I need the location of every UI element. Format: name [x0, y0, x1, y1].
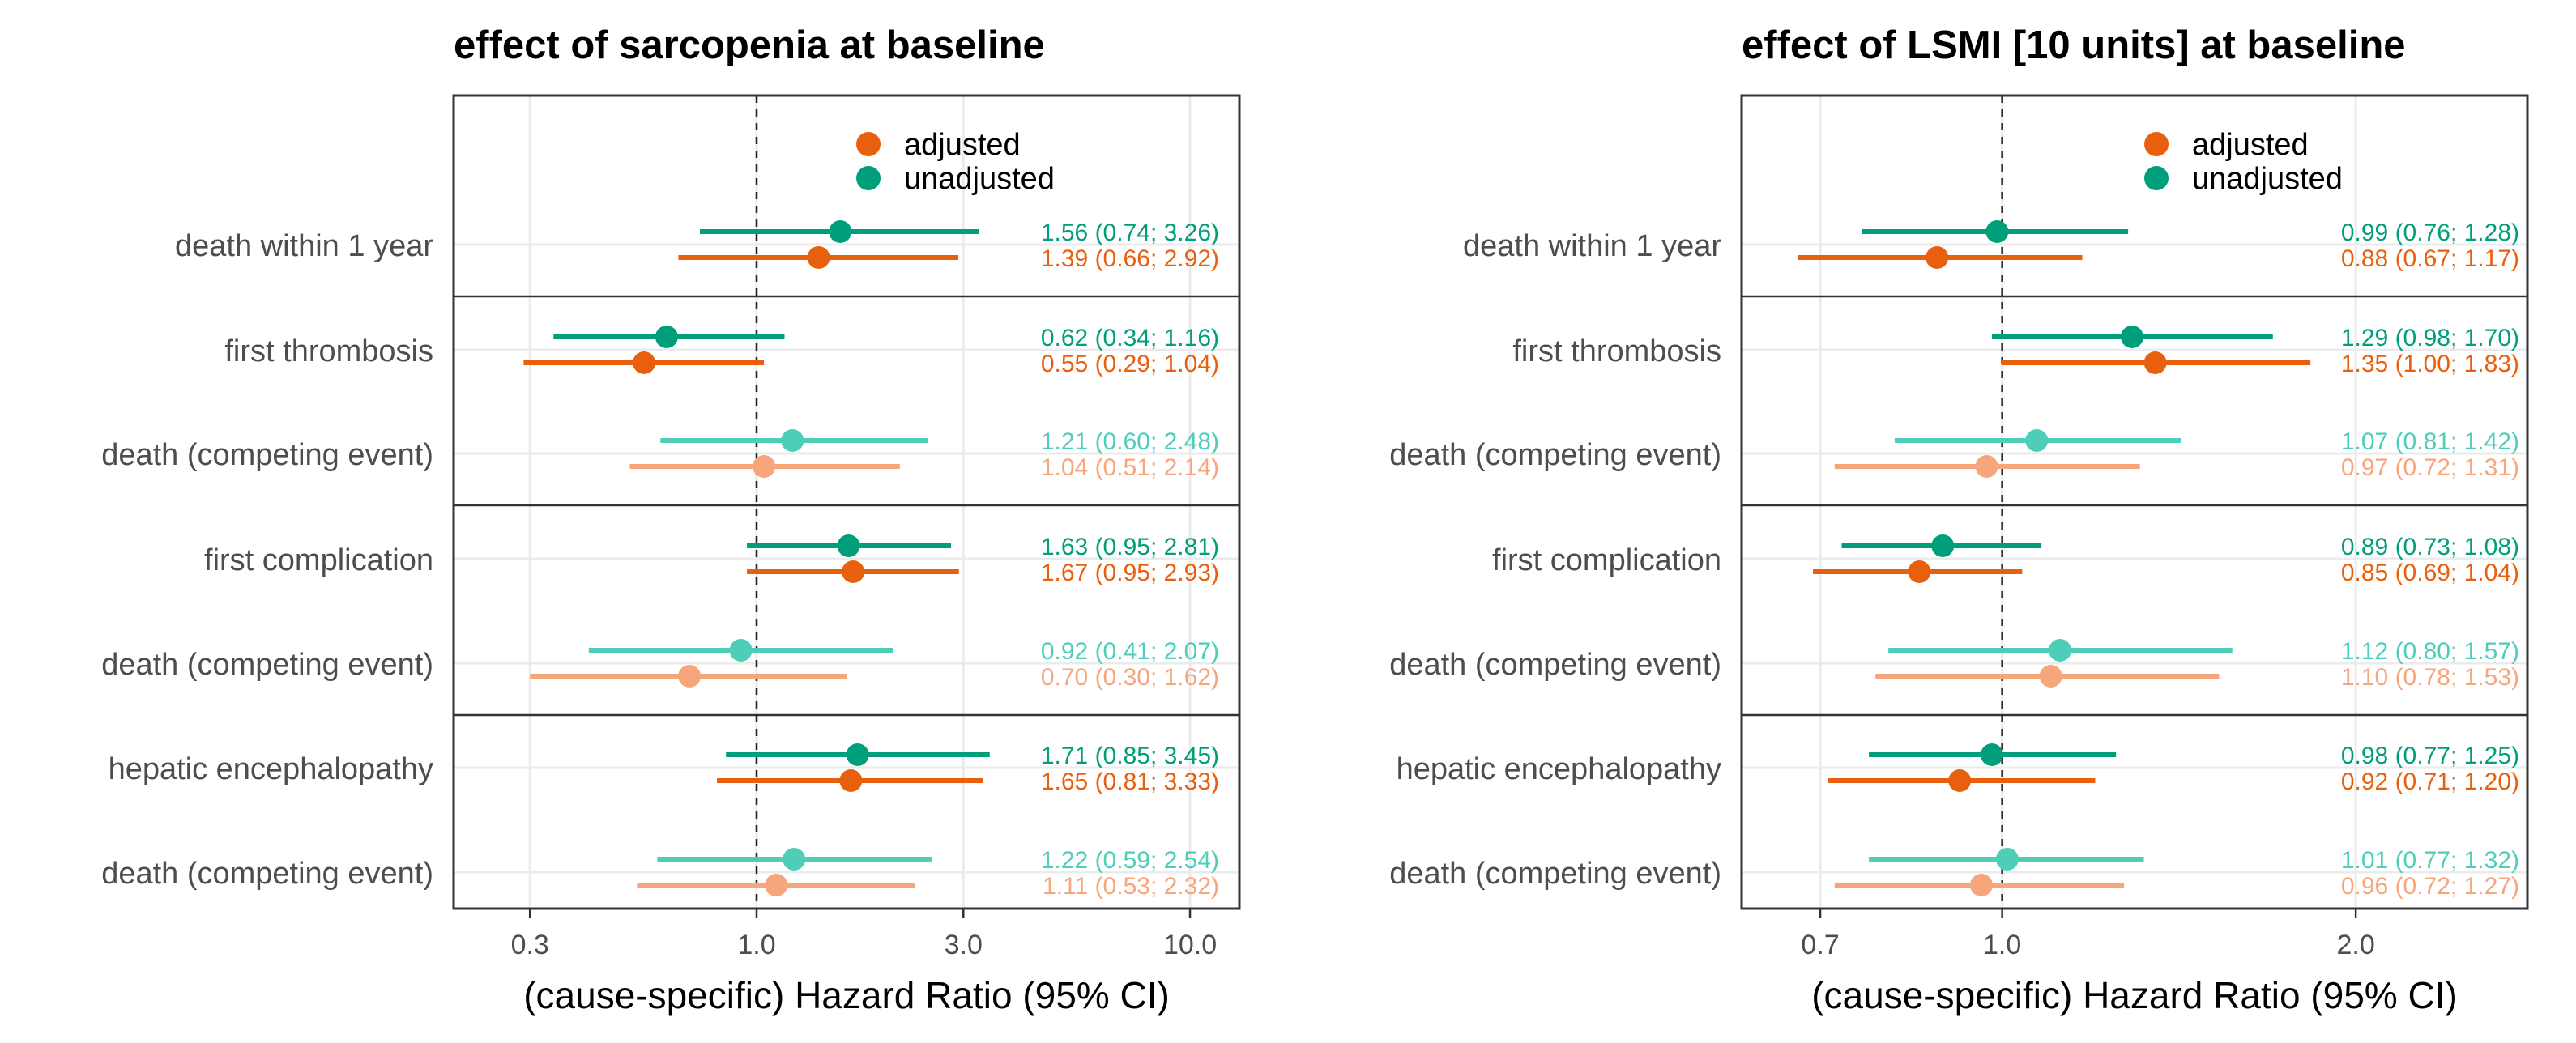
sarcopenia-forest-plot: death within 1 year 1.56 (0.74; 3.26)1.39… — [101, 94, 1241, 1016]
adjusted-value-label: 1.10 (0.78; 1.53) — [2341, 664, 2519, 691]
legend-unadjusted-key — [856, 166, 881, 190]
left-panel-title: effect of sarcopenia at baseline — [454, 23, 1045, 67]
x-tick-label: 1.0 — [1983, 930, 2021, 960]
plot-frame — [452, 94, 1241, 910]
unadjusted-point — [655, 326, 678, 348]
adjusted-value-label: 1.04 (0.51; 2.14) — [1041, 454, 1219, 481]
row-label: death within 1 year — [1463, 229, 1721, 263]
unadjusted-point — [2049, 639, 2072, 662]
legend-adjusted-label: adjusted — [904, 128, 1021, 162]
unadjusted-point — [2025, 429, 2049, 452]
adjusted-value-label: 0.92 (0.71; 1.20) — [2341, 768, 2519, 795]
x-axis-title: (cause-specific) Hazard Ratio (95% CI) — [523, 974, 1170, 1016]
unadjusted-point — [837, 534, 860, 557]
unadjusted-point — [829, 220, 852, 243]
legend-adjusted-key — [856, 132, 881, 156]
legend-unadjusted-label: unadjusted — [904, 162, 1055, 196]
x-tick-label: 3.0 — [945, 930, 983, 960]
row-label: death (competing event) — [101, 438, 433, 472]
row-label: first complication — [204, 543, 433, 577]
unadjusted-point — [729, 639, 753, 662]
row-label: first thrombosis — [1512, 334, 1721, 368]
unadjusted-point — [2121, 326, 2144, 348]
row-label: hepatic encephalopathy — [109, 752, 433, 786]
adjusted-value-label: 1.67 (0.95; 2.93) — [1041, 560, 1219, 586]
row-label: death (competing event) — [1389, 438, 1721, 472]
row-label: first complication — [1492, 543, 1721, 577]
unadjusted-value-label: 1.71 (0.85; 3.45) — [1041, 743, 1219, 769]
adjusted-value-label: 1.65 (0.81; 3.33) — [1041, 768, 1219, 795]
legend-unadjusted-label: unadjusted — [2192, 162, 2343, 196]
adjusted-point — [1926, 246, 1949, 269]
plot-frame — [1740, 94, 2529, 910]
unadjusted-value-label: 0.92 (0.41; 2.07) — [1041, 638, 1219, 665]
unadjusted-value-label: 1.22 (0.59; 2.54) — [1041, 847, 1219, 874]
adjusted-point — [807, 246, 830, 269]
unadjusted-point — [1980, 743, 2003, 766]
row-label: hepatic encephalopathy — [1397, 752, 1721, 786]
adjusted-value-label: 0.97 (0.72; 1.31) — [2341, 454, 2519, 481]
adjusted-point — [2039, 665, 2062, 688]
adjusted-point — [1908, 560, 1931, 583]
adjusted-point — [753, 455, 776, 478]
row-label: first thrombosis — [224, 334, 433, 368]
adjusted-value-label: 0.85 (0.69; 1.04) — [2341, 560, 2519, 586]
row-label: death (competing event) — [101, 648, 433, 682]
unadjusted-value-label: 0.89 (0.73; 1.08) — [2341, 534, 2519, 560]
row-label: death within 1 year — [175, 229, 433, 263]
adjusted-value-label: 0.88 (0.67; 1.17) — [2341, 245, 2519, 272]
unadjusted-value-label: 0.98 (0.77; 1.25) — [2341, 743, 2519, 769]
adjusted-point — [842, 560, 865, 583]
adjusted-value-label: 1.35 (1.00; 1.83) — [2341, 351, 2519, 377]
unadjusted-value-label: 1.63 (0.95; 2.81) — [1041, 534, 1219, 560]
unadjusted-value-label: 1.56 (0.74; 3.26) — [1041, 219, 1219, 246]
right-panel-title: effect of LSMI [10 units] at baseline — [1742, 23, 2406, 67]
adjusted-value-label: 0.55 (0.29; 1.04) — [1041, 351, 1219, 377]
legend-adjusted-label: adjusted — [2192, 128, 2309, 162]
adjusted-point — [765, 874, 788, 896]
unadjusted-point — [783, 848, 806, 871]
unadjusted-point — [781, 429, 804, 452]
unadjusted-value-label: 1.21 (0.60; 2.48) — [1041, 428, 1219, 455]
adjusted-point — [1969, 874, 1993, 896]
lsmi-forest-plot: death within 1 year 0.99 (0.76; 1.28)0.88… — [1389, 94, 2529, 1016]
x-tick-label: 2.0 — [2336, 930, 2374, 960]
legend-adjusted-key — [2144, 132, 2169, 156]
legend-unadjusted-key — [2144, 166, 2169, 190]
unadjusted-value-label: 1.01 (0.77; 1.32) — [2341, 847, 2519, 874]
unadjusted-value-label: 0.99 (0.76; 1.28) — [2341, 219, 2519, 246]
unadjusted-value-label: 1.29 (0.98; 1.70) — [2341, 325, 2519, 351]
unadjusted-point — [1931, 534, 1955, 557]
adjusted-value-label: 1.39 (0.66; 2.92) — [1041, 245, 1219, 272]
x-tick-label: 0.3 — [511, 930, 549, 960]
adjusted-value-label: 0.70 (0.30; 1.62) — [1041, 664, 1219, 691]
adjusted-point — [678, 665, 702, 688]
unadjusted-point — [1995, 848, 2019, 871]
unadjusted-point — [1985, 220, 2009, 243]
row-label: death (competing event) — [1389, 857, 1721, 891]
unadjusted-point — [846, 743, 869, 766]
adjusted-point — [839, 769, 863, 792]
unadjusted-value-label: 1.12 (0.80; 1.57) — [2341, 638, 2519, 665]
adjusted-point — [633, 351, 656, 374]
adjusted-value-label: 1.11 (0.53; 2.32) — [1043, 873, 1219, 900]
x-axis-title: (cause-specific) Hazard Ratio (95% CI) — [1811, 974, 2458, 1016]
unadjusted-value-label: 1.07 (0.81; 1.42) — [2341, 428, 2519, 455]
adjusted-point — [1948, 769, 1972, 792]
x-tick-label: 0.7 — [1801, 930, 1839, 960]
adjusted-point — [2143, 351, 2167, 374]
x-tick-label: 1.0 — [737, 930, 775, 960]
adjusted-point — [1975, 455, 1998, 478]
unadjusted-value-label: 0.62 (0.34; 1.16) — [1041, 325, 1219, 351]
row-label: death (competing event) — [101, 857, 433, 891]
row-label: death (competing event) — [1389, 648, 1721, 682]
adjusted-value-label: 0.96 (0.72; 1.27) — [2341, 873, 2519, 900]
x-tick-label: 10.0 — [1163, 930, 1217, 960]
